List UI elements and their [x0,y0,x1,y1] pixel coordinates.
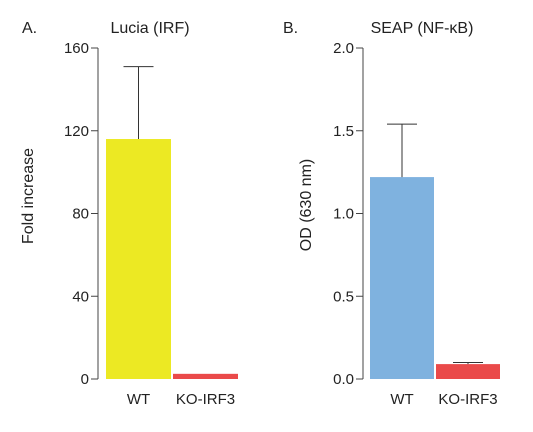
y-tick-label: 2.0 [333,40,354,57]
panel-a-y-axis-label: Fold increase [20,148,37,244]
panel-a-bars [106,66,238,379]
panel-a: A. Lucia (IRF) Fold increase 0 40 80 120 160… [20,20,238,408]
y-tick-label: 0.0 [333,371,354,388]
panel-a-letter: A. [22,20,37,37]
category-label: WT [390,391,413,408]
bar-wt [106,139,171,379]
y-tick-label: 40 [72,288,89,305]
panel-b-category-labels: WT KO-IRF3 [390,391,497,408]
y-tick-label: 1.5 [333,123,354,140]
category-label: KO-IRF3 [176,391,235,408]
panel-a-category-labels: WT KO-IRF3 [127,391,235,408]
y-tick-label: 120 [64,123,89,140]
bar-wt [370,177,434,379]
bar-ko-irf3 [436,364,500,379]
panel-a-y-ticks: 0 40 80 120 160 [64,40,98,388]
panel-a-title: Lucia (IRF) [110,20,189,37]
category-label: WT [127,391,150,408]
panel-b-y-ticks: 0.0 0.5 1.0 1.5 2.0 [333,40,363,388]
y-tick-label: 160 [64,40,89,57]
y-tick-label: 0.5 [333,288,354,305]
y-tick-label: 0 [81,371,89,388]
y-tick-label: 80 [72,206,89,223]
panel-b: B. SEAP (NF-κB) OD (630 nm) 0.0 0.5 1.0 1.5… [283,20,500,408]
panel-b-letter: B. [283,20,298,37]
y-tick-label: 1.0 [333,206,354,223]
panel-b-title: SEAP (NF-κB) [371,20,474,37]
panel-b-y-axis-label: OD (630 nm) [298,159,315,251]
bar-ko-irf3 [173,373,238,379]
category-label: KO-IRF3 [438,391,497,408]
panel-b-bars [370,123,500,379]
